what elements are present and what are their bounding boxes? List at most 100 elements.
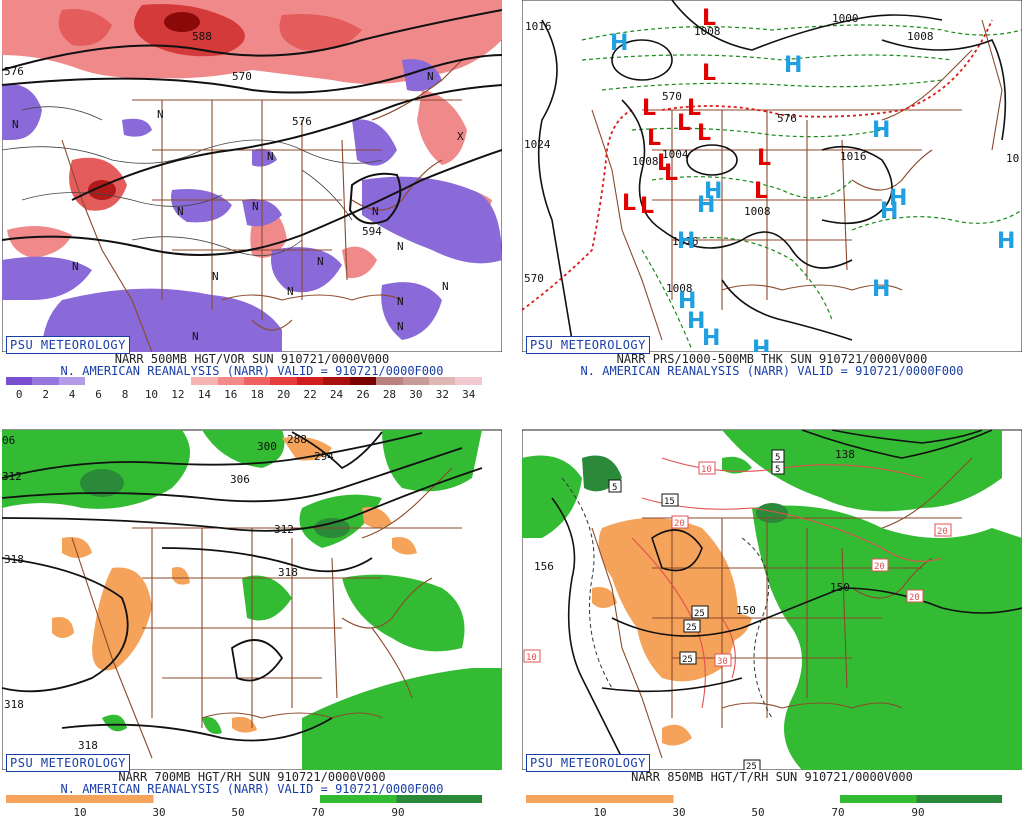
legend-tick-label: 4 bbox=[68, 388, 76, 401]
legend-swatch bbox=[164, 377, 192, 385]
svg-text:25: 25 bbox=[686, 623, 697, 633]
svg-text:300: 300 bbox=[257, 440, 277, 453]
height-contours bbox=[551, 429, 1022, 759]
svg-text:588: 588 bbox=[192, 30, 212, 43]
svg-text:150: 150 bbox=[736, 604, 756, 617]
svg-text:N: N bbox=[372, 205, 379, 218]
svg-text:25: 25 bbox=[682, 655, 693, 665]
legend-swatch bbox=[270, 377, 297, 385]
low-marker: L bbox=[697, 121, 711, 146]
high-pressure-centers: H H H H H H H H H H H H H H bbox=[610, 31, 1015, 352]
map-700mb-rh: 312 318 300 288 294 306 312 318 318 318 … bbox=[2, 429, 502, 770]
tr-map-labels: 1016 1000 1008 1008 1024 1008 1016 1004 … bbox=[524, 12, 1019, 295]
psu-meteorology-badge: PSU METEOROLOGY bbox=[6, 754, 130, 772]
bl-caption-title: NARR 700MB HGT/RH SUN 910721/0000V000 bbox=[118, 770, 386, 784]
state-boundaries bbox=[591, 457, 973, 759]
moist-areas bbox=[2, 430, 502, 770]
bl-caption-subtitle: N. AMERICAN REANALYSIS (NARR) VALID = 91… bbox=[60, 782, 444, 796]
svg-text:N: N bbox=[267, 150, 274, 163]
legend-tick-label: 10 bbox=[144, 388, 159, 401]
svg-text:N: N bbox=[192, 330, 199, 343]
temp-box: 25 bbox=[683, 619, 701, 633]
temp-box: 5 bbox=[771, 449, 785, 463]
br-legend-ticks: 10 30 50 70 90 bbox=[593, 806, 925, 819]
tl-caption-title: NARR 500MB HGT/VOR SUN 910721/0000V000 bbox=[114, 352, 390, 366]
svg-text:N: N bbox=[397, 320, 404, 333]
temp-box: 25 bbox=[691, 605, 709, 619]
svg-text:N: N bbox=[212, 270, 219, 283]
legend-swatch bbox=[429, 377, 456, 385]
svg-text:1008: 1008 bbox=[666, 282, 693, 295]
low-marker: L bbox=[677, 111, 691, 136]
svg-text:N: N bbox=[397, 295, 404, 308]
high-marker: H bbox=[704, 179, 722, 204]
svg-text:1000: 1000 bbox=[832, 12, 859, 25]
low-marker: L bbox=[702, 6, 716, 31]
svg-text:1008: 1008 bbox=[744, 205, 771, 218]
temp-box: 5 bbox=[771, 461, 785, 475]
legend-swatch bbox=[85, 377, 112, 385]
svg-text:25: 25 bbox=[746, 762, 757, 770]
legend-swatch bbox=[32, 377, 59, 385]
svg-text:318: 318 bbox=[4, 553, 24, 566]
svg-text:1016: 1016 bbox=[672, 235, 699, 248]
legend-tick-label: 20 bbox=[277, 388, 291, 401]
svg-text:5: 5 bbox=[612, 483, 617, 493]
legend-tick-label: 26 bbox=[356, 388, 370, 401]
svg-text:5: 5 bbox=[775, 465, 780, 475]
svg-text:1008: 1008 bbox=[694, 25, 721, 38]
svg-text:N: N bbox=[317, 255, 324, 268]
psu-meteorology-badge: PSU METEOROLOGY bbox=[526, 754, 650, 772]
svg-text:10: 10 bbox=[701, 465, 712, 475]
low-marker: L bbox=[657, 151, 671, 176]
high-marker: H bbox=[784, 53, 802, 78]
thickness-570-contour bbox=[522, 19, 993, 311]
legend-swatch bbox=[191, 377, 218, 385]
svg-text:312: 312 bbox=[274, 523, 294, 536]
legend-swatch bbox=[376, 377, 403, 385]
legend-tick-label: 28 bbox=[382, 388, 397, 401]
svg-text:20: 20 bbox=[874, 562, 885, 572]
positive-vorticity-areas bbox=[2, 0, 502, 279]
svg-text:138: 138 bbox=[835, 448, 855, 461]
temp-box: 20 bbox=[871, 558, 889, 572]
temp-box: 20 bbox=[906, 589, 924, 603]
high-marker: H bbox=[678, 289, 696, 314]
legend-tick-label: 0 bbox=[15, 388, 23, 401]
map-500mb-vorticity: 588 570 576 576 594 N N N N N N N N N N … bbox=[2, 0, 502, 352]
temp-box: 25 bbox=[679, 651, 697, 665]
svg-text:N: N bbox=[177, 205, 184, 218]
low-marker: L bbox=[647, 126, 661, 151]
legend-swatch bbox=[111, 377, 139, 385]
svg-text:10: 10 bbox=[1006, 152, 1019, 165]
legend-tick-label: 32 bbox=[435, 388, 449, 401]
legend-swatch bbox=[217, 377, 244, 385]
legend-tick-label: 22 bbox=[303, 388, 317, 401]
svg-text:312: 312 bbox=[2, 470, 22, 483]
temperature-box-labels: 5 5 5 15 20 20 20 20 25 25 25 30 10 10 2… bbox=[523, 449, 952, 770]
state-boundaries bbox=[61, 59, 463, 352]
legend-tick-label: 2 bbox=[42, 388, 49, 401]
legend-tick-label: 8 bbox=[121, 388, 129, 401]
high-marker: H bbox=[702, 326, 720, 351]
legend-swatch bbox=[138, 377, 165, 385]
high-marker: H bbox=[872, 118, 890, 143]
legend-tick-label: 12 bbox=[171, 388, 185, 401]
svg-text:N: N bbox=[397, 240, 404, 253]
high-marker: H bbox=[687, 309, 705, 334]
high-marker: H bbox=[997, 229, 1015, 254]
svg-text:N: N bbox=[12, 118, 19, 131]
svg-text:1016: 1016 bbox=[840, 150, 867, 163]
svg-text:294: 294 bbox=[314, 450, 334, 463]
temp-box: 10 bbox=[523, 649, 541, 663]
low-marker: L bbox=[702, 61, 716, 86]
height-contours bbox=[2, 431, 483, 742]
panel-pressure-thickness: 1016 1000 1008 1008 1024 1008 1016 1004 … bbox=[522, 0, 1022, 400]
tr-caption-title: NARR PRS/1000-500MB THK SUN 910721/0000V… bbox=[616, 352, 928, 366]
svg-text:150: 150 bbox=[830, 581, 850, 594]
legend-swatch bbox=[296, 377, 324, 385]
temp-box: 10 bbox=[698, 461, 716, 475]
map-pressure-thickness: 1016 1000 1008 1008 1024 1008 1016 1004 … bbox=[522, 0, 1022, 352]
svg-text:318: 318 bbox=[278, 566, 298, 579]
svg-text:1008: 1008 bbox=[907, 30, 934, 43]
